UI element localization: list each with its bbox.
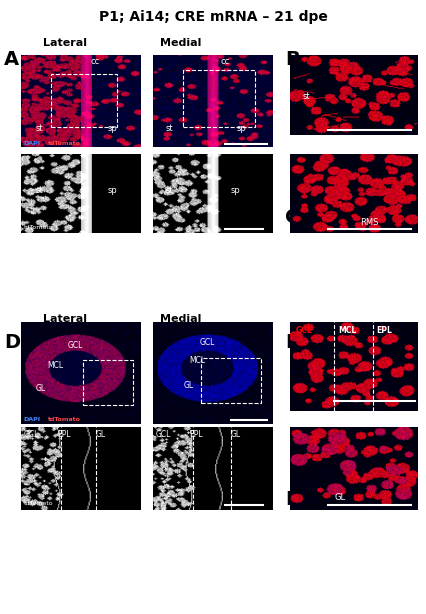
Text: GCL: GCL	[296, 326, 313, 335]
Text: F: F	[285, 490, 299, 509]
Text: DAPI: DAPI	[24, 141, 41, 146]
Text: MCL: MCL	[48, 361, 63, 370]
Text: A: A	[4, 50, 20, 69]
Text: EPL: EPL	[377, 326, 392, 335]
Text: Medial: Medial	[160, 38, 201, 48]
Text: Lateral: Lateral	[43, 38, 86, 48]
Text: GL: GL	[183, 381, 193, 391]
Text: B: B	[285, 50, 300, 69]
Text: GCL: GCL	[24, 430, 39, 438]
Text: st: st	[36, 124, 43, 133]
Text: E: E	[285, 333, 299, 352]
Bar	[83, 360, 133, 405]
Text: tdTomato: tdTomato	[24, 502, 53, 507]
Text: GCL: GCL	[67, 341, 83, 350]
Text: P1; Ai14; CRE mRNA – 21 dpe: P1; Ai14; CRE mRNA – 21 dpe	[98, 10, 328, 24]
Bar	[51, 74, 117, 127]
Text: EPL: EPL	[189, 430, 203, 438]
Text: sp: sp	[237, 124, 247, 133]
Bar	[183, 70, 255, 127]
Text: tdTomato: tdTomato	[24, 225, 53, 230]
Text: tdTomato: tdTomato	[48, 141, 81, 146]
Text: st: st	[36, 187, 43, 195]
Text: GCL: GCL	[199, 338, 215, 347]
Text: GCL: GCL	[156, 430, 171, 438]
Text: MCL: MCL	[338, 326, 357, 335]
Text: sp: sp	[107, 124, 117, 133]
Text: sp: sp	[107, 187, 117, 195]
Text: D: D	[4, 333, 20, 352]
Bar	[201, 358, 261, 403]
Text: st: st	[165, 187, 173, 195]
Text: cc: cc	[220, 58, 230, 66]
Text: EPL: EPL	[57, 430, 71, 438]
Text: DAPI: DAPI	[24, 417, 41, 422]
Text: MCL: MCL	[189, 356, 205, 365]
Text: tdTomato: tdTomato	[48, 417, 81, 422]
Text: cc: cc	[91, 58, 100, 66]
Text: C: C	[285, 208, 300, 227]
Text: Medial: Medial	[160, 314, 201, 324]
Text: GL: GL	[36, 384, 46, 393]
Text: Lateral: Lateral	[43, 314, 86, 324]
Text: GL: GL	[95, 430, 105, 438]
Text: GL: GL	[334, 492, 345, 502]
Text: GL: GL	[231, 430, 241, 438]
Text: RMS: RMS	[360, 219, 378, 227]
Text: st: st	[165, 124, 173, 133]
Text: sp: sp	[231, 187, 241, 195]
Text: st: st	[302, 92, 310, 101]
